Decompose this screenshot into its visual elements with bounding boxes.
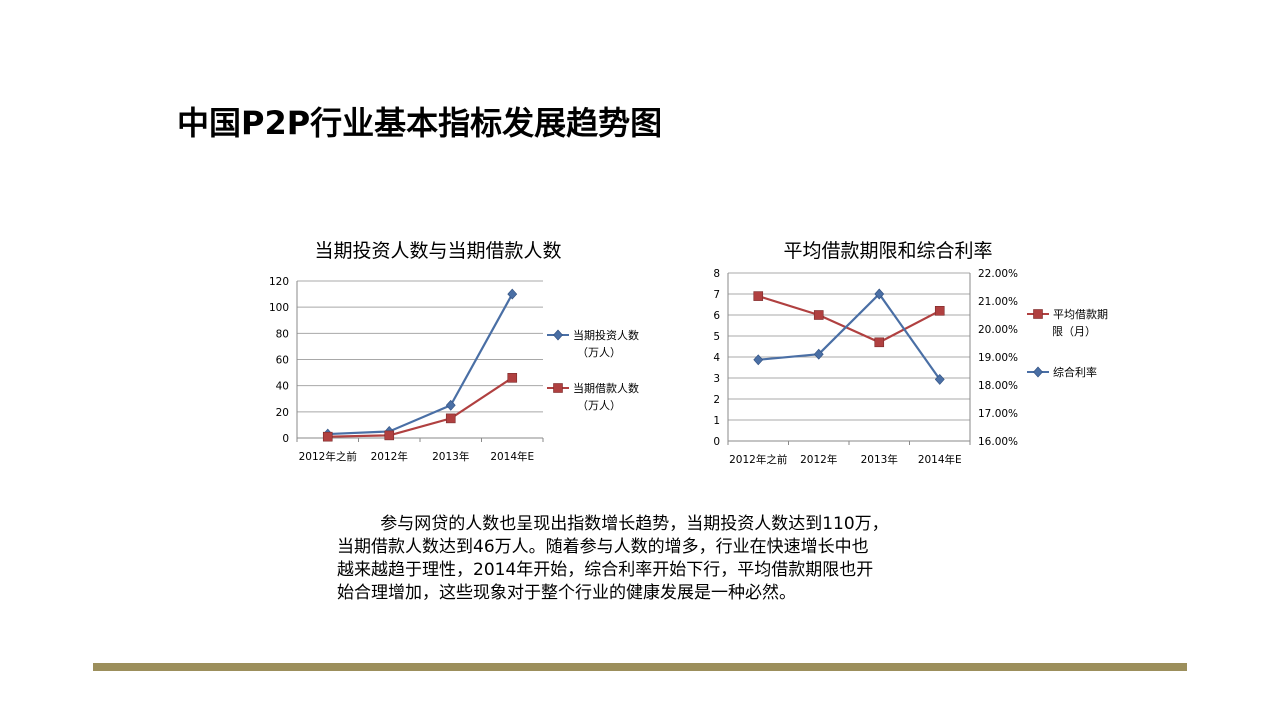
y-tick-label: 2 — [713, 394, 720, 406]
y-tick-label: 0 — [282, 433, 289, 445]
y-tick-label: 1 — [713, 415, 720, 427]
term-rate-chart: 平均借款期限和综合利率 0 1 2 3 4 5 6 7 8 2012年之前 2012年 2013年 201… — [713, 240, 1108, 466]
data-point — [384, 430, 395, 441]
y-tick-label: 80 — [276, 328, 289, 340]
y2-tick-label: 22.00% — [978, 268, 1018, 280]
data-point — [445, 413, 456, 424]
y-tick-label: 100 — [269, 302, 289, 314]
legend-label: 当期投资人数 — [573, 328, 639, 342]
data-point — [813, 348, 824, 360]
y2-tick-label: 21.00% — [978, 296, 1018, 308]
legend-label: （万人） — [577, 399, 621, 412]
legend-label: 限（月） — [1052, 325, 1096, 338]
x-tick-label: 2013年 — [861, 453, 898, 466]
data-point — [507, 288, 518, 300]
y-tick-label: 7 — [713, 289, 720, 301]
y-tick-label: 4 — [713, 352, 720, 364]
data-point — [445, 399, 456, 411]
legend-label: （万人） — [577, 346, 621, 359]
data-point — [874, 288, 885, 300]
x-tick-label: 2013年 — [432, 450, 469, 463]
investor-borrower-chart: 当期投资人数与当期借款人数 0 20 40 60 80 100 120 2012年之前 2012年… — [269, 240, 639, 463]
paragraph-line: 越来越趋于理性，2014年开始，综合利率开始下行，平均借款期限也开 — [337, 560, 874, 580]
body-paragraph: 参与网贷的人数也呈现出指数增长趋势，当期投资人数达到110万， 当期借款人数达到… — [337, 513, 997, 605]
y-tick-label: 3 — [713, 373, 720, 385]
chart-title: 当期投资人数与当期借款人数 — [314, 240, 561, 262]
legend-label: 平均借款期 — [1053, 307, 1108, 321]
data-point — [934, 373, 945, 385]
x-tick-label: 2012年之前 — [299, 450, 357, 463]
y-tick-label: 0 — [713, 436, 720, 448]
y2-tick-label: 16.00% — [978, 436, 1018, 448]
paragraph-line: 始合理增加，这些现象对于整个行业的健康发展是一种必然。 — [337, 583, 796, 603]
chart-title: 平均借款期限和综合利率 — [783, 240, 992, 262]
data-point — [507, 373, 518, 383]
x-tick-label: 2012年 — [800, 453, 837, 466]
data-point — [934, 306, 945, 316]
legend-label: 综合利率 — [1053, 365, 1097, 379]
y2-tick-label: 19.00% — [978, 352, 1018, 364]
y-tick-label: 5 — [713, 331, 720, 343]
data-point — [753, 291, 764, 301]
y-tick-label: 20 — [276, 407, 289, 419]
y2-tick-label: 18.00% — [978, 380, 1018, 392]
legend-marker — [553, 329, 563, 341]
data-point — [753, 354, 764, 366]
legend-marker — [1033, 366, 1043, 378]
x-tick-label: 2012年之前 — [729, 453, 787, 466]
y-tick-label: 8 — [713, 268, 720, 280]
y2-tick-label: 20.00% — [978, 324, 1018, 336]
paragraph-line: 当期借款人数达到46万人。随着参与人数的增多，行业在快速增长中也 — [337, 537, 869, 557]
y-tick-label: 40 — [276, 381, 289, 393]
series-line — [758, 292, 941, 381]
footer-bar — [93, 663, 1187, 671]
y-tick-label: 120 — [269, 276, 289, 288]
data-point — [322, 431, 333, 442]
x-tick-label: 2012年 — [371, 450, 408, 463]
x-tick-label: 2014年E — [918, 453, 962, 466]
legend-marker — [1033, 309, 1043, 319]
paragraph-line: 参与网贷的人数也呈现出指数增长趋势，当期投资人数达到110万， — [337, 514, 889, 534]
y2-tick-label: 17.00% — [978, 408, 1018, 420]
y-tick-label: 60 — [276, 355, 289, 367]
legend-marker — [553, 383, 563, 393]
series-line — [327, 376, 513, 438]
series-line — [757, 295, 941, 344]
series-line — [327, 293, 514, 436]
y-tick-label: 6 — [713, 310, 720, 322]
slide-title: 中国P2P行业基本指标发展趋势图 — [177, 104, 663, 142]
data-point — [813, 310, 824, 320]
legend-label: 当期借款人数 — [573, 381, 639, 395]
data-point — [874, 337, 885, 348]
x-tick-label: 2014年E — [490, 450, 534, 463]
